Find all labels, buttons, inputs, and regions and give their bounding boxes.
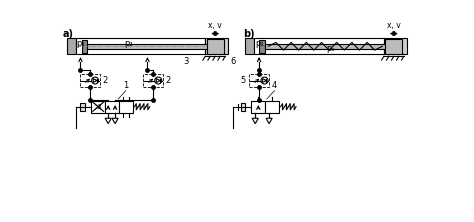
Text: p₂: p₂ [124, 39, 133, 48]
Circle shape [91, 77, 99, 84]
Text: x, v: x, v [209, 22, 222, 30]
Text: 1: 1 [123, 81, 128, 90]
Bar [87, 44, 209, 49]
Bar [249, 74, 269, 87]
Bar [80, 74, 100, 87]
Text: pₐ: pₐ [326, 44, 335, 53]
Bar [143, 74, 163, 87]
Text: a): a) [63, 29, 74, 39]
Polygon shape [263, 79, 266, 82]
Polygon shape [112, 118, 118, 124]
Bar [205, 38, 228, 54]
Circle shape [155, 77, 162, 84]
Bar [245, 38, 255, 54]
Bar [241, 103, 245, 111]
Bar [66, 38, 76, 54]
Polygon shape [93, 79, 97, 82]
Text: x, v: x, v [387, 22, 401, 30]
Polygon shape [266, 118, 272, 124]
Text: 2: 2 [165, 76, 171, 85]
Bar [207, 39, 224, 54]
Text: b): b) [243, 29, 255, 39]
Bar [385, 39, 402, 54]
Bar [384, 38, 407, 54]
Bar [251, 101, 265, 113]
Bar [255, 38, 384, 54]
Polygon shape [252, 118, 258, 124]
Bar [119, 101, 133, 113]
Text: 2: 2 [102, 76, 107, 85]
Text: p₁: p₁ [255, 39, 264, 48]
Bar [259, 40, 265, 53]
Polygon shape [156, 79, 160, 82]
Bar [82, 40, 87, 53]
Circle shape [261, 77, 268, 84]
Text: p₁: p₁ [77, 39, 85, 48]
Text: 3: 3 [183, 57, 189, 66]
Text: 4: 4 [272, 81, 277, 90]
Bar [265, 44, 388, 49]
Bar [265, 101, 279, 113]
Text: 5: 5 [240, 76, 245, 85]
Text: 6: 6 [231, 57, 236, 66]
Bar [105, 101, 119, 113]
Bar [81, 103, 85, 111]
Polygon shape [105, 118, 111, 124]
Bar [91, 101, 105, 113]
Bar [76, 38, 205, 54]
